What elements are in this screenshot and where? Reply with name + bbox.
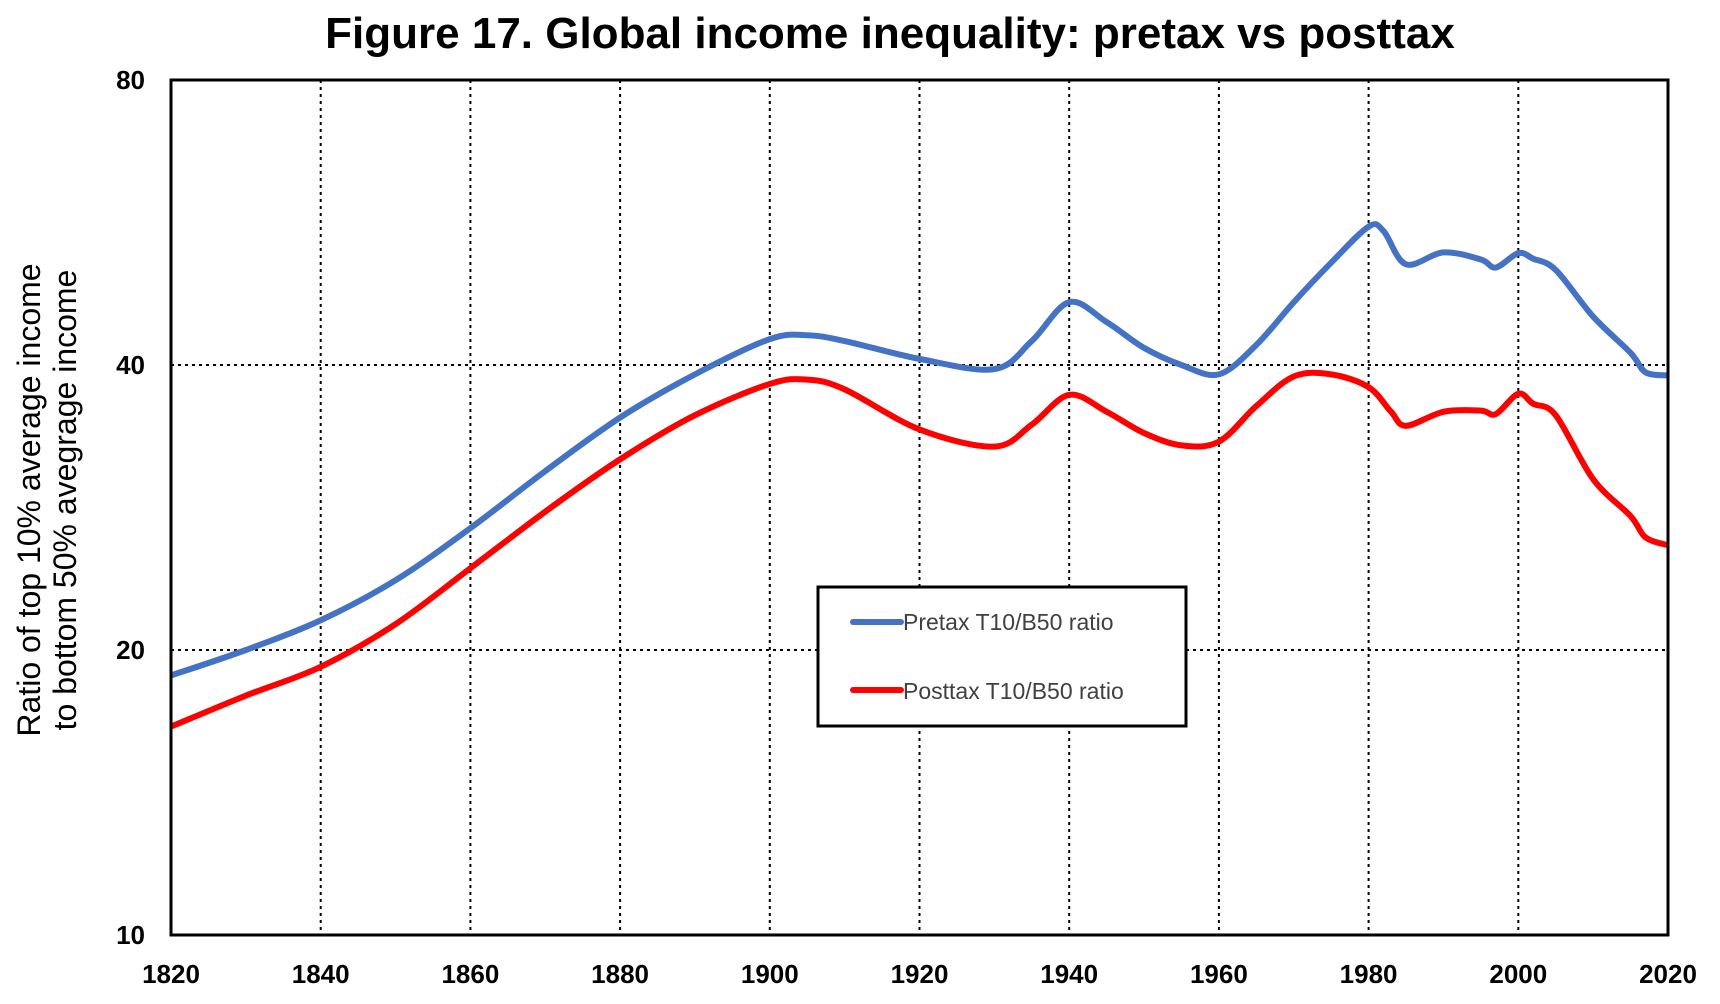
y-axis-label-line-2: to bottom 50% avegrage income	[47, 270, 83, 731]
y-tick-label-10: 10	[116, 920, 145, 950]
legend-label-posttax: Posttax T10/B50 ratio	[903, 678, 1124, 704]
legend-box	[816, 585, 1188, 728]
legend-label-pretax: Pretax T10/B50 ratio	[903, 609, 1114, 635]
y-axis-label: Ratio of top 10% average income to botto…	[11, 263, 83, 736]
y-tick-label-20: 20	[116, 635, 145, 665]
x-axis-ticks: 1820 1840 1860 1880 1900 1920 1940 1960 1980 2000…	[142, 959, 1697, 989]
series-line-posttax	[169, 369, 1669, 730]
grid	[171, 80, 1668, 935]
x-tick-label-1820: 1820	[142, 959, 200, 989]
series-layer	[169, 221, 1669, 730]
x-tick-label-1900: 1900	[741, 959, 799, 989]
y-tick-label-80: 80	[116, 65, 145, 95]
x-tick-label-2000: 2000	[1489, 959, 1547, 989]
x-tick-label-1980: 1980	[1340, 959, 1398, 989]
x-tick-label-1960: 1960	[1190, 959, 1248, 989]
x-tick-label-1880: 1880	[591, 959, 649, 989]
legend: Pretax T10/B50 ratio Posttax T10/B50 rat…	[816, 585, 1188, 728]
x-tick-label-1920: 1920	[891, 959, 949, 989]
y-tick-label-40: 40	[116, 350, 145, 380]
x-tick-label-2020: 2020	[1639, 959, 1697, 989]
series-line-pretax	[170, 221, 1669, 679]
chart-title: Figure 17. Global income inequality: pre…	[325, 9, 1455, 58]
y-axis-ticks: 10 20 40 80	[116, 65, 145, 950]
x-tick-label-1860: 1860	[441, 959, 499, 989]
x-tick-label-1840: 1840	[292, 959, 350, 989]
y-axis-label-line-1: Ratio of top 10% average income	[11, 263, 47, 736]
x-tick-label-1940: 1940	[1040, 959, 1098, 989]
plot-frame	[169, 78, 1670, 937]
